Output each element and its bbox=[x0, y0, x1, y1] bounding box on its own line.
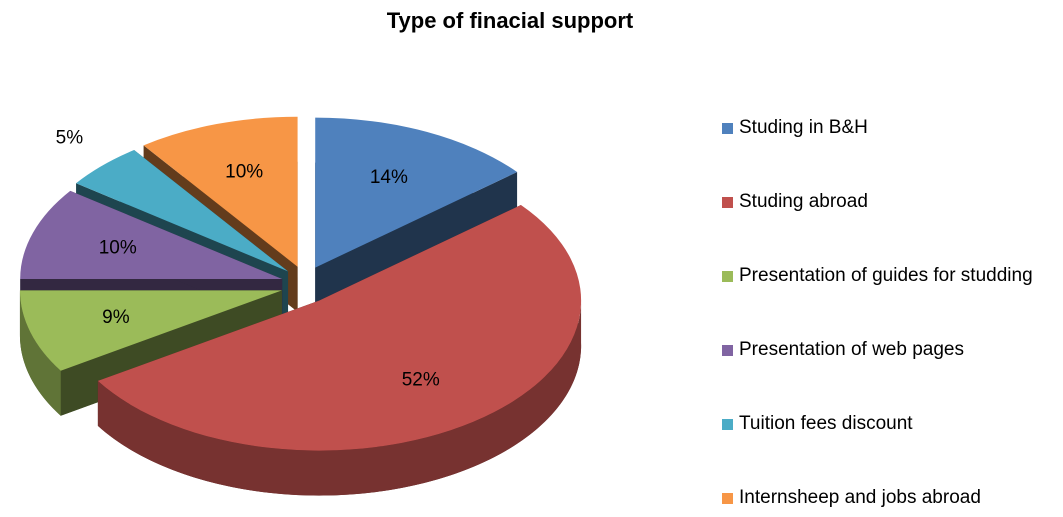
legend-swatch bbox=[722, 197, 733, 208]
legend-item: Studing in B&H bbox=[722, 116, 1052, 140]
legend-label: Presentation of web pages bbox=[739, 339, 964, 360]
legend-label: Internsheep and jobs abroad bbox=[739, 487, 981, 508]
slice bbox=[97, 204, 582, 451]
legend-swatch bbox=[722, 493, 733, 504]
legend-label: Presentation of guides for studding bbox=[739, 265, 1033, 286]
legend-swatch bbox=[722, 345, 733, 356]
legend-swatch bbox=[722, 271, 733, 282]
legend-label: Tuition fees discount bbox=[739, 413, 913, 434]
legend: Studing in B&H Studing abroad Presentation… bbox=[722, 116, 1052, 510]
legend-label: Studing abroad bbox=[739, 191, 868, 212]
slice-wall bbox=[315, 171, 518, 313]
data-label: 14% bbox=[370, 167, 408, 188]
slice bbox=[143, 116, 298, 267]
legend-item: Presentation of web pages bbox=[722, 338, 1052, 362]
legend-swatch bbox=[722, 419, 733, 430]
chart-title: Type of finacial support bbox=[386, 8, 634, 33]
legend-item: Tuition fees discount bbox=[722, 412, 1052, 436]
data-label: 9% bbox=[102, 307, 130, 328]
slice bbox=[19, 290, 282, 371]
legend-item: Studing abroad bbox=[722, 190, 1052, 214]
slice-side bbox=[97, 303, 582, 496]
legend-swatch bbox=[722, 123, 733, 134]
slice-side bbox=[19, 290, 61, 416]
legend-item: Internsheep and jobs abroad bbox=[722, 486, 1052, 510]
data-label: 52% bbox=[402, 370, 440, 391]
legend-item: Presentation of guides for studding bbox=[722, 264, 1052, 288]
legend-label: Studing in B&H bbox=[739, 117, 868, 138]
slice bbox=[76, 150, 289, 272]
data-label: 5% bbox=[56, 127, 84, 148]
pie-chart: 14% 52% 9% 10% 5% 10% bbox=[19, 116, 582, 496]
slice bbox=[315, 117, 518, 268]
data-label: 10% bbox=[225, 162, 263, 183]
slice bbox=[20, 190, 283, 280]
data-label: 10% bbox=[99, 237, 137, 258]
